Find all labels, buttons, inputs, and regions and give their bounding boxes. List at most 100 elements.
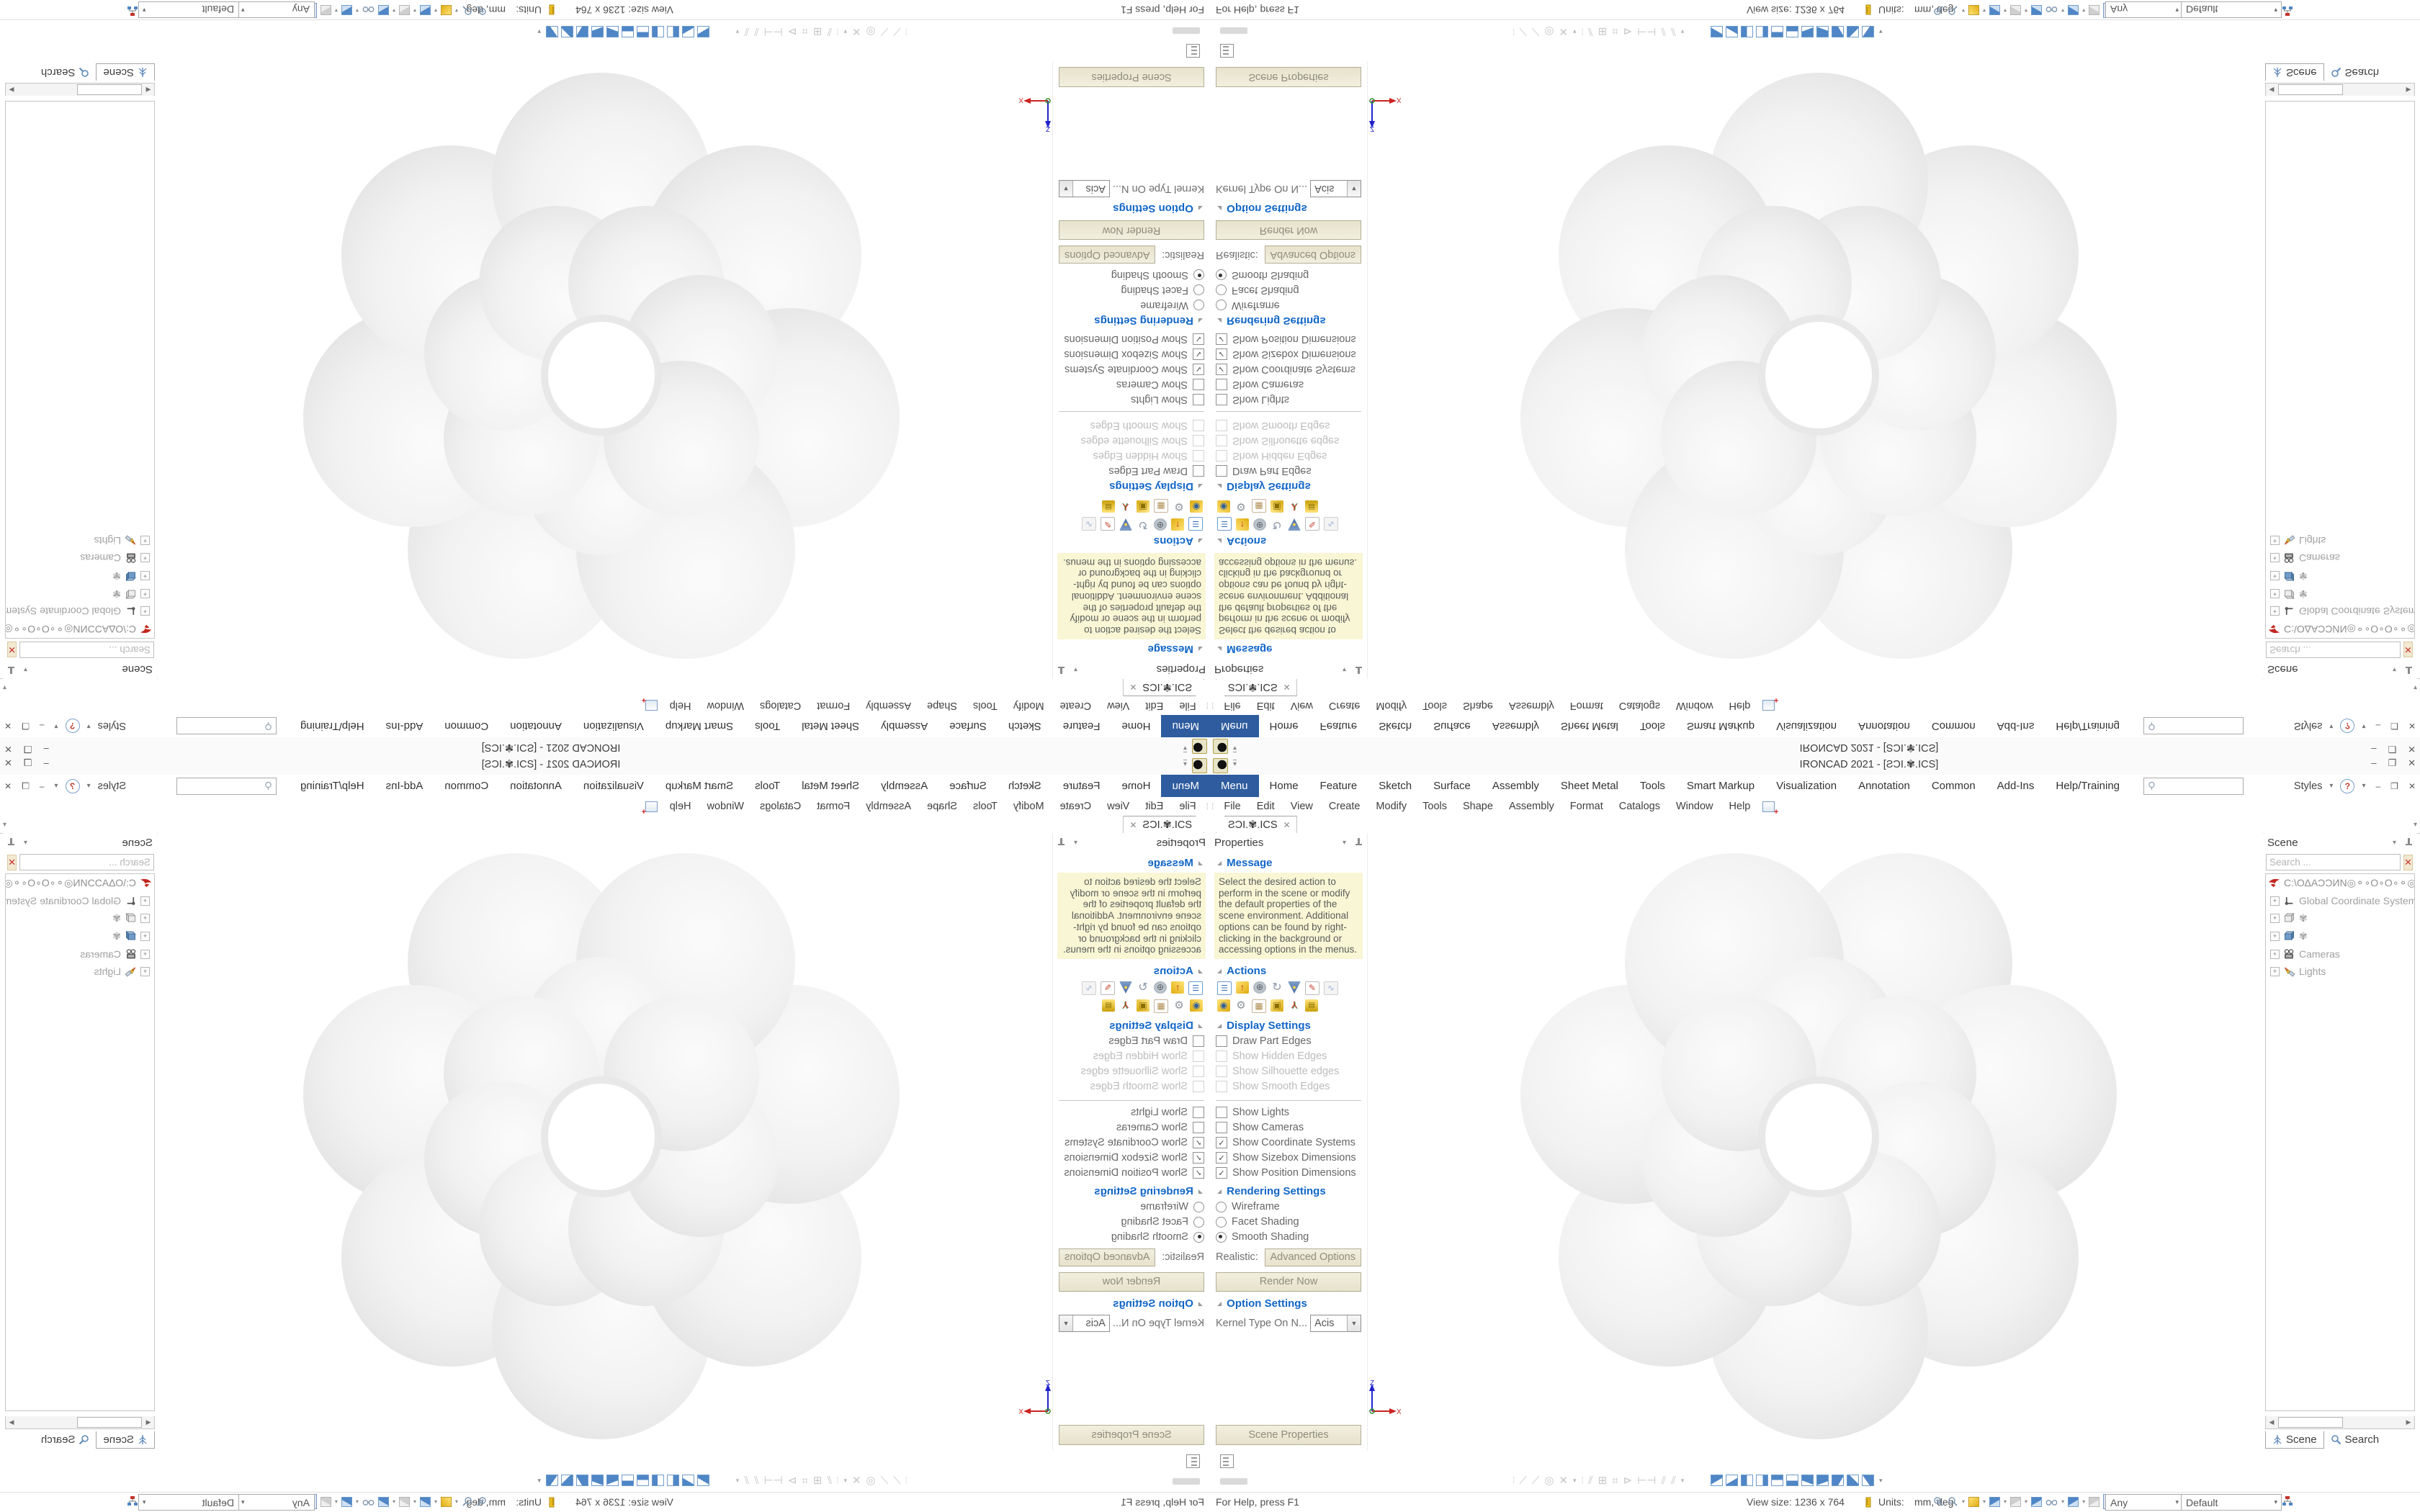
menu-assembly[interactable]: Assembly — [1508, 700, 1554, 711]
expander-icon[interactable]: + — [140, 606, 150, 616]
collapse-icon[interactable]: ◢ — [1217, 967, 1222, 974]
ribbon-tab-annotation[interactable]: Annotation — [510, 720, 562, 732]
view-cube-iso5-icon[interactable] — [546, 1475, 558, 1486]
line-icon[interactable]: ⟋ — [1531, 25, 1540, 38]
checkbox[interactable] — [1193, 1122, 1204, 1134]
zoom-in-icon[interactable] — [476, 5, 487, 16]
ribbon-tab-assembly[interactable]: Assembly — [1492, 780, 1539, 792]
close-button[interactable]: ✕ — [2408, 744, 2416, 755]
doc-minimize-button[interactable]: – — [39, 721, 45, 732]
menu-shape[interactable]: Shape — [1463, 801, 1493, 812]
prism-icon[interactable] — [2031, 5, 2043, 16]
yellow-box-icon[interactable] — [440, 5, 452, 16]
message-section-header[interactable]: Message — [1147, 643, 1193, 655]
menu-window[interactable]: Window — [707, 700, 745, 711]
display-settings-header[interactable]: Display Settings — [1109, 1019, 1193, 1032]
restore-button[interactable]: ❐ — [23, 757, 32, 768]
view-cube-iso-icon[interactable] — [697, 26, 709, 37]
parallel-dim2-icon[interactable]: ⫽ — [744, 25, 749, 38]
gray-dolly-icon[interactable] — [398, 1496, 410, 1507]
gear-settings-icon[interactable]: ⚙ — [1174, 500, 1184, 513]
actions-section-header[interactable]: Actions — [1153, 535, 1193, 548]
document-tab-close-icon[interactable]: ✕ — [1129, 819, 1137, 830]
chevron-down-icon[interactable]: ▾ — [392, 7, 395, 14]
ribbon-tab-visualization[interactable]: Visualization — [583, 780, 644, 792]
collapse-icon[interactable]: ◢ — [1198, 860, 1203, 866]
menu-file[interactable]: File — [1224, 801, 1241, 812]
gear-settings-icon[interactable]: ⚙ — [1236, 999, 1246, 1012]
checkbox-checked[interactable]: ✓ — [1216, 333, 1227, 345]
viewport-3d[interactable]: Z X Y — [158, 43, 1052, 679]
view-cube-iso-icon[interactable] — [1711, 26, 1723, 37]
chevron-down-icon[interactable]: ▾ — [2061, 1498, 2065, 1505]
tab-search[interactable]: Search — [35, 64, 97, 81]
ribbon-tab-menu[interactable]: Menu — [1161, 715, 1210, 737]
menu-catalogs[interactable]: Catalogs — [760, 801, 802, 812]
pin-icon[interactable] — [1355, 665, 1363, 674]
ribbon-tab-surface[interactable]: Surface — [949, 720, 987, 732]
graph-icon[interactable]: ∿ — [1082, 517, 1096, 531]
ribbon-tab-surface[interactable]: Surface — [1433, 780, 1471, 792]
move-grid-icon[interactable]: ⊞ — [1597, 25, 1608, 37]
collapse-icon[interactable]: ◢ — [1217, 1022, 1222, 1029]
checkbox[interactable] — [1193, 393, 1204, 405]
menu-edit[interactable]: Edit — [1145, 700, 1164, 711]
chevron-down-icon[interactable]: ▼ — [1347, 1315, 1361, 1331]
model-blob-torus[interactable] — [1494, 44, 2143, 679]
hierarchy-icon[interactable] — [127, 1495, 138, 1507]
command-search-box[interactable] — [2143, 777, 2244, 795]
zoom-out-icon[interactable] — [1948, 5, 1958, 16]
view-cube-bottom-icon[interactable] — [606, 26, 619, 37]
view-cube-icon[interactable] — [341, 1496, 352, 1507]
display-settings-header[interactable]: Display Settings — [1109, 480, 1193, 493]
move-grid-icon[interactable]: ⊞ — [812, 25, 823, 37]
orbit-icon[interactable] — [320, 1496, 331, 1507]
rendering-settings-header[interactable]: Rendering Settings — [1227, 1184, 1326, 1197]
close-button[interactable]: ✕ — [4, 757, 12, 768]
scroll-left-icon[interactable]: ◀ — [145, 1418, 151, 1426]
menu-view[interactable]: View — [1290, 700, 1313, 711]
styles-arrow-icon[interactable]: ▾ — [2329, 782, 2334, 790]
model-blob-torus[interactable] — [1494, 833, 2143, 1468]
expander-icon[interactable]: + — [140, 589, 150, 598]
zoom-out-icon[interactable] — [462, 5, 472, 16]
checkbox[interactable] — [1193, 378, 1204, 390]
blue-box-icon[interactable] — [419, 1496, 431, 1507]
gravity-funnel-icon[interactable]: ● — [1119, 518, 1132, 531]
window-new-icon[interactable] — [645, 801, 658, 812]
selection-filter-select[interactable]: Any ▾ — [237, 1, 315, 18]
menu-modify[interactable]: Modify — [1013, 700, 1044, 711]
scene-search-input[interactable] — [2266, 854, 2401, 870]
menu-tools[interactable]: Tools — [973, 700, 998, 711]
option-settings-header[interactable]: Option Settings — [1113, 202, 1193, 215]
menu-help[interactable]: Help — [1729, 801, 1751, 812]
help-arrow-icon[interactable]: ▾ — [54, 722, 58, 730]
scene-tree[interactable]: C:\ΟΔΑƆƆИΝ◎⚬∘Ο∘Ο∘⚬◎ИΝ + Global Coordinat… — [5, 873, 155, 1411]
menu-catalogs[interactable]: Catalogs — [1618, 700, 1660, 711]
window-new-icon[interactable] — [645, 700, 658, 711]
tree-horizontal-scrollbar[interactable]: ◀ ▶ — [2265, 83, 2415, 96]
chevron-down-icon[interactable]: ▾ — [735, 1476, 740, 1484]
view-cube-right-icon[interactable] — [637, 1475, 649, 1486]
ribbon-tab-feature[interactable]: Feature — [1062, 780, 1101, 792]
checkbox[interactable] — [1216, 1035, 1227, 1048]
tree-item-lights[interactable]: + Lights — [6, 963, 154, 980]
pin-icon[interactable] — [2405, 838, 2413, 847]
scene-tree[interactable]: C:\ΟΔΑƆƆИΝ◎⚬∘Ο∘Ο∘⚬◎ИΝ + Global Coordinat… — [5, 101, 155, 639]
ribbon-tab-common[interactable]: Common — [1931, 720, 1976, 732]
window-new-icon[interactable] — [1762, 801, 1778, 816]
panel-menu-icon[interactable]: ▾ — [1074, 665, 1078, 673]
ribbon-tab-tools[interactable]: Tools — [755, 720, 781, 732]
glasses-icon[interactable] — [2045, 6, 2058, 15]
chevron-down-icon[interactable]: ▾ — [2082, 7, 2086, 14]
expander-icon[interactable]: + — [140, 571, 150, 580]
menu-file[interactable]: File — [1179, 801, 1196, 812]
ribbon-tab-sketch[interactable]: Sketch — [1008, 780, 1041, 792]
doc-restore-button[interactable]: ❐ — [22, 780, 30, 791]
menu-modify[interactable]: Modify — [1376, 801, 1407, 812]
gravity-funnel-icon[interactable]: ● — [1288, 981, 1301, 994]
view-cube-iso3-icon[interactable] — [576, 1475, 588, 1486]
chevron-down-icon[interactable]: ▾ — [143, 6, 146, 14]
styles-dropdown[interactable]: Styles — [2293, 780, 2323, 792]
advanced-options-button[interactable]: Advanced Options — [1059, 1248, 1156, 1266]
